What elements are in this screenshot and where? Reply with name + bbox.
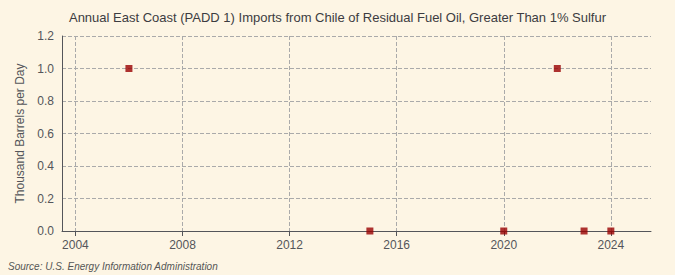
svg-text:0.2: 0.2 (37, 192, 54, 206)
svg-text:2016: 2016 (383, 238, 410, 252)
svg-text:2020: 2020 (490, 238, 517, 252)
svg-text:2012: 2012 (276, 238, 303, 252)
svg-text:1.2: 1.2 (37, 29, 54, 43)
svg-text:Thousand Barrels per Day: Thousand Barrels per Day (13, 63, 27, 203)
svg-text:0.4: 0.4 (37, 159, 54, 173)
svg-text:0.8: 0.8 (37, 94, 54, 108)
svg-text:1.0: 1.0 (37, 62, 54, 76)
svg-text:Annual East Coast (PADD 1) Imp: Annual East Coast (PADD 1) Imports from … (69, 10, 607, 25)
svg-text:2008: 2008 (169, 238, 196, 252)
svg-text:2004: 2004 (62, 238, 89, 252)
svg-text:Source: U.S. Energy Informatio: Source: U.S. Energy Information Administ… (8, 261, 218, 272)
svg-text:0.0: 0.0 (37, 224, 54, 238)
svg-text:2024: 2024 (597, 238, 624, 252)
svg-text:0.6: 0.6 (37, 127, 54, 141)
